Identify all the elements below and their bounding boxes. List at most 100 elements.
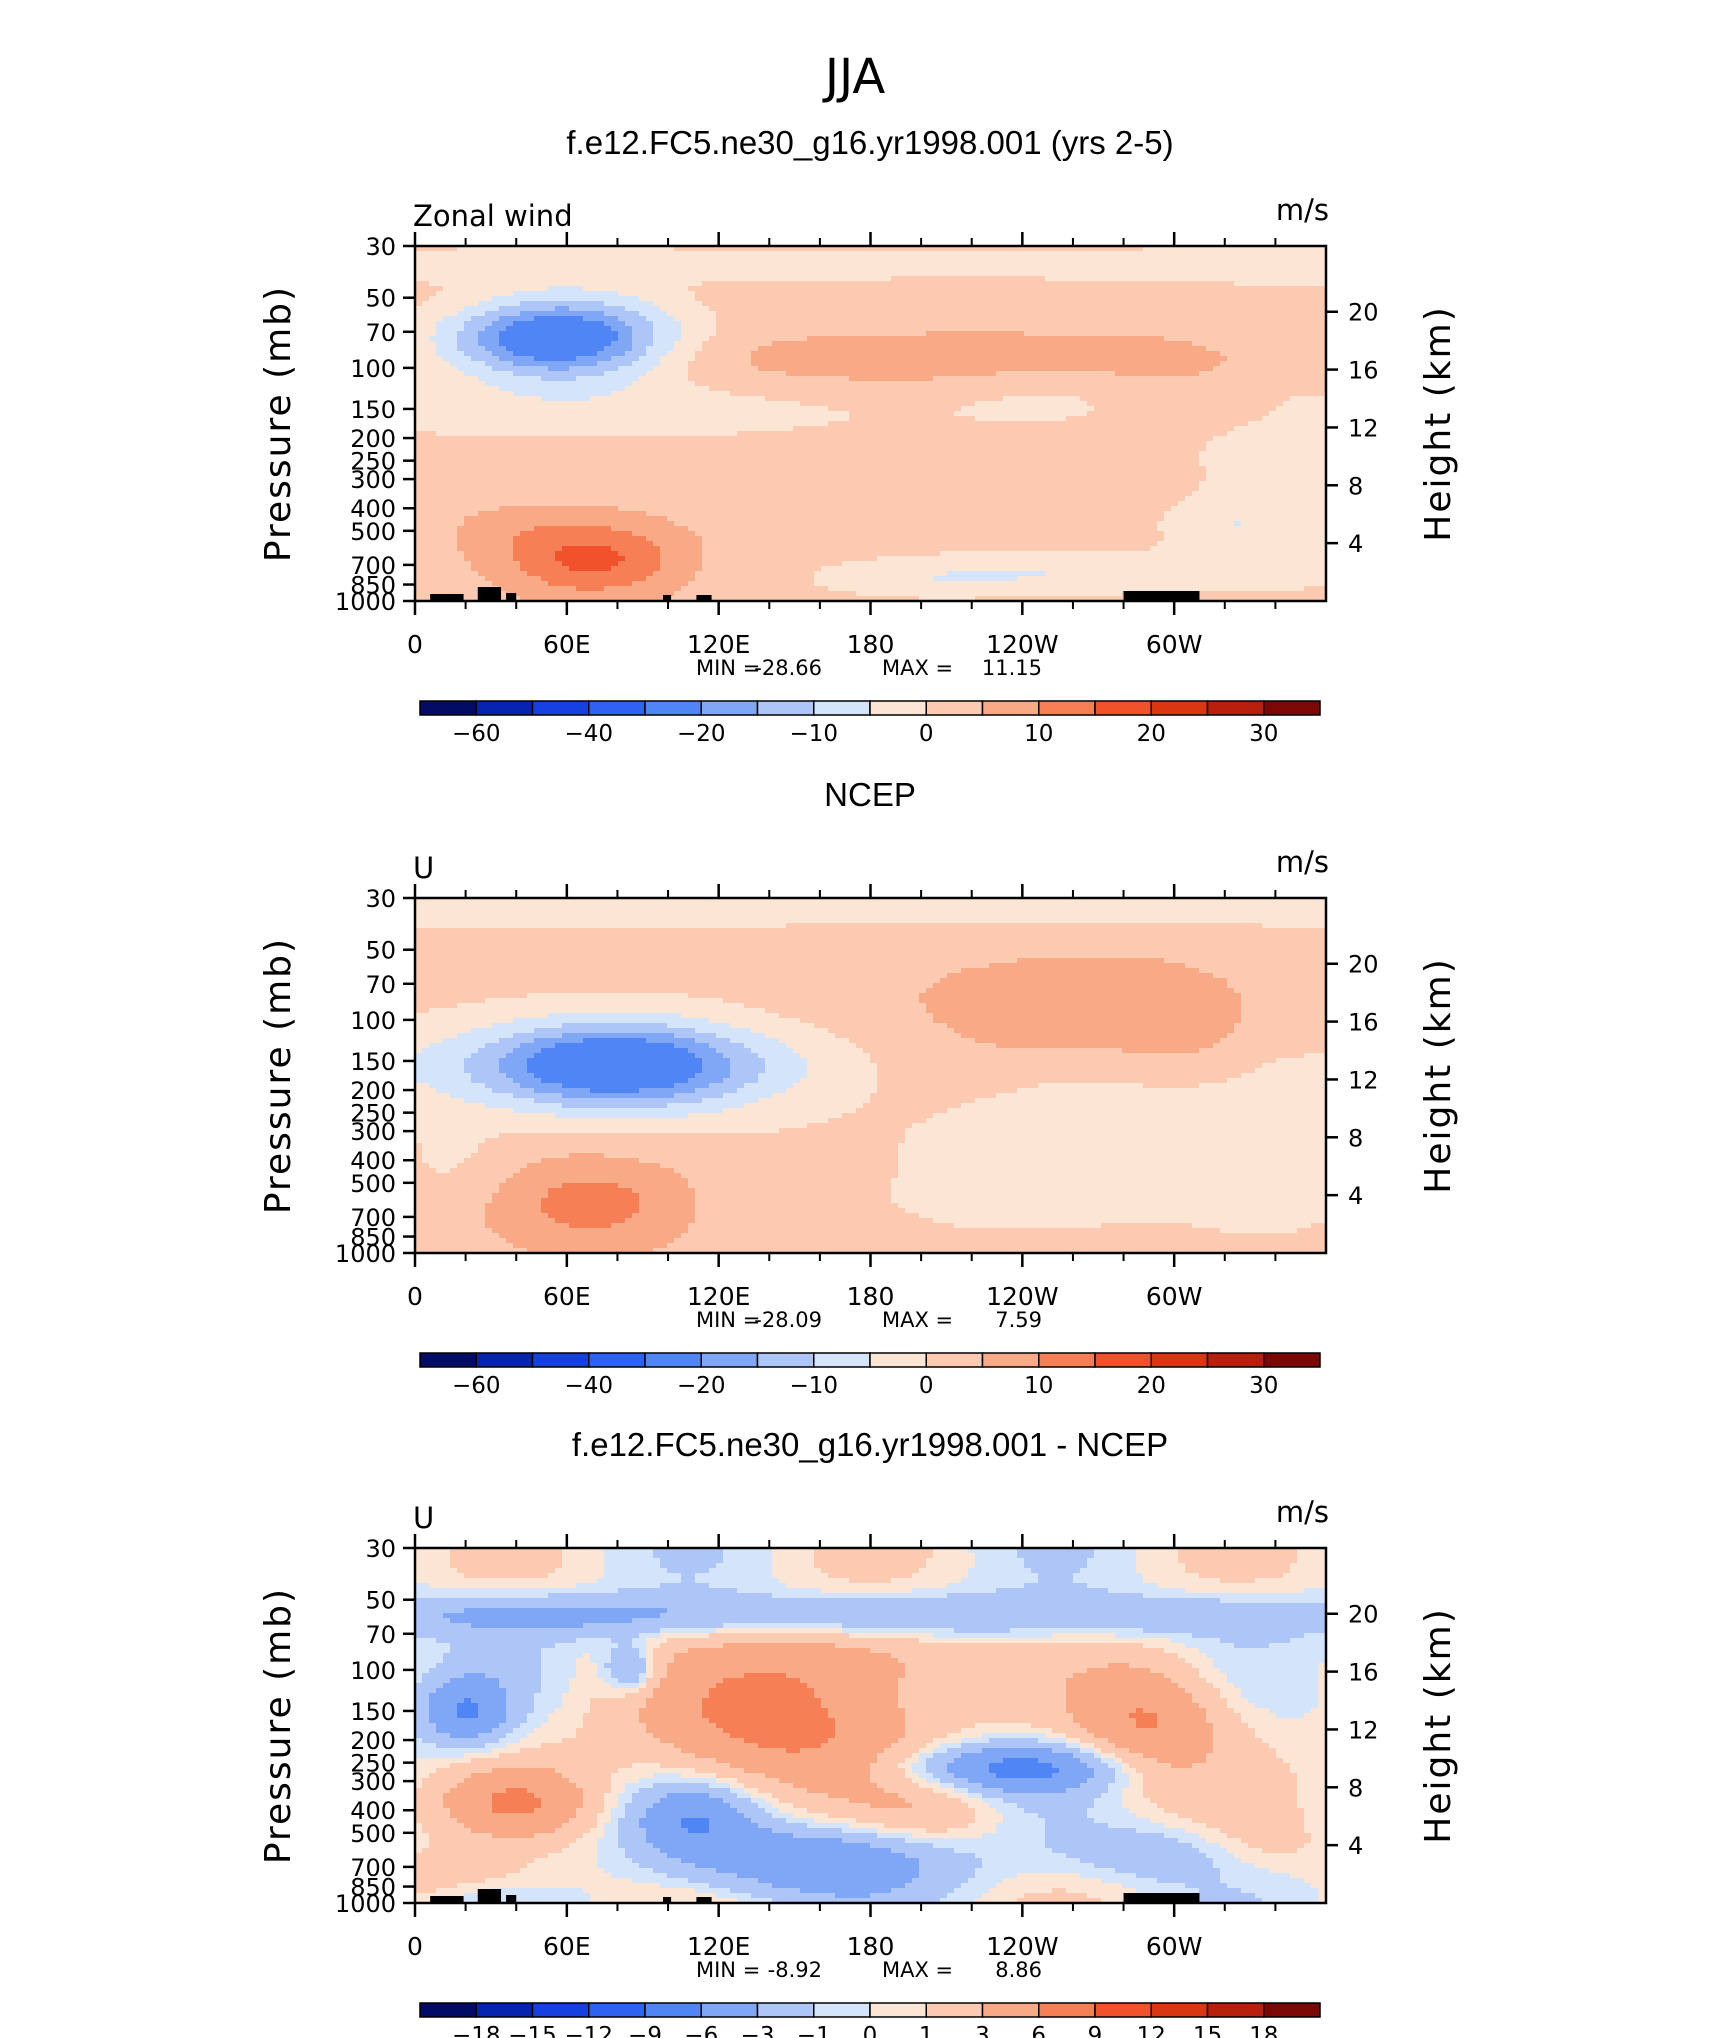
topography [506,593,517,601]
colorbar-label: −1 [797,2023,831,2038]
topography [477,1889,502,1903]
topography [696,595,712,601]
colorbar-box [644,1352,702,1368]
colorbar-box [1206,1352,1265,1368]
panel-3: f.e12.FC5.ne30_g16.yr1998.001 - NCEP U m/s… [258,1426,1459,2038]
colorbar-box [588,1352,646,1368]
min-label: MIN = [696,1958,760,1982]
topography [430,594,464,601]
y-tick-label: 50 [365,937,396,965]
colorbar-box [1038,1352,1096,1368]
colorbar-label: 3 [975,2023,990,2038]
height-tick-label: 20 [1348,1601,1379,1629]
topography [1123,1893,1200,1903]
colorbar-box [475,700,534,716]
x-tick-label: 120E [687,1932,751,1961]
x-tick-label: 60E [543,1282,591,1311]
height-tick-label: 20 [1348,951,1379,979]
x-tick-label: 120E [687,630,751,659]
topography [662,595,672,601]
height-tick-label: 12 [1348,1716,1379,1744]
colorbar-box [644,2002,702,2018]
colorbar-box [1206,700,1265,716]
colorbar-label: −10 [789,1373,838,1399]
colorbar-box [756,2002,815,2018]
colorbar: −18 −15 −12 −9 −6 −3 −1 0 1 3 6 9 12 15 18 [419,2002,1321,2038]
x-tick-label: 120W [986,1282,1058,1311]
colorbar-box [925,1352,984,1368]
colorbar-label: −40 [564,721,613,747]
y-tick-label: 200 [350,1727,396,1755]
colorbar-box [700,2002,759,2018]
x-tick-label: 120E [687,1282,751,1311]
x-tick-label: 60E [543,630,591,659]
y-axis-title: Pressure (mb) [258,285,299,562]
colorbar-box [981,1352,1040,1368]
topography [430,1896,464,1903]
max-value: 7.59 [995,1308,1042,1332]
colorbar-label: −40 [564,1373,613,1399]
y-tick-label: 700 [350,1854,396,1882]
colorbar-label: −20 [677,1373,726,1399]
colorbar-box [1094,1352,1152,1368]
x-tick-label: 60W [1146,1282,1203,1311]
colorbar-box [475,1352,534,1368]
colorbar-label: 10 [1024,721,1053,747]
y-tick-label: 700 [350,552,396,580]
y-tick-label: 850 [350,572,396,600]
colorbar-box [1094,700,1152,716]
y-tick-label: 200 [350,1077,396,1105]
colorbar-label: 0 [919,1373,934,1399]
panel-title: NCEP [824,776,916,813]
colorbar-label: 18 [1249,2023,1278,2038]
y-tick-label: 500 [350,1170,396,1198]
height-tick-label: 4 [1348,1832,1363,1860]
y-tick-label: 400 [350,1797,396,1825]
colorbar-box [531,1352,590,1368]
y-axis-title: Pressure (mb) [258,937,299,1214]
colorbar-label: −15 [508,2023,557,2038]
colorbar-label: 6 [1031,2023,1046,2038]
units-label: m/s [1276,845,1329,879]
y-tick-label: 850 [350,1874,396,1902]
colorbar-label: 15 [1193,2023,1222,2038]
colorbar-label: −60 [452,1373,501,1399]
min-value: -28.66 [754,656,822,680]
colorbar-box [1263,2002,1321,2018]
y-tick-label: 70 [365,971,396,999]
y-tick-label: 1000 [335,588,396,616]
colorbar-box [700,1352,759,1368]
height-tick-label: 16 [1348,1659,1379,1687]
y-tick-label: 250 [350,448,396,476]
y-tick-label: 300 [350,1768,396,1796]
colorbar-box [644,700,702,716]
height-tick-label: 8 [1348,1124,1363,1152]
colorbar-box [475,2002,534,2018]
colorbar-label: −9 [628,2023,662,2038]
x-tick-label: 120W [986,630,1058,659]
colorbar-box [419,700,477,716]
height-tick-label: 12 [1348,414,1379,442]
colorbar-box [813,1352,871,1368]
variable-label: Zonal wind [413,199,573,233]
y-tick-label: 50 [365,285,396,313]
height-tick-label: 12 [1348,1066,1379,1094]
height-tick-label: 16 [1348,357,1379,385]
colorbar-box [869,700,927,716]
x-tick-label: 60W [1146,1932,1203,1961]
topography [662,1897,672,1903]
colorbar-box [1206,2002,1265,2018]
x-tick-label: 180 [847,630,895,659]
colorbar-box [925,2002,984,2018]
colorbar-box [531,700,590,716]
topography [506,1895,517,1903]
colorbar-box [981,700,1040,716]
y-tick-label: 150 [350,1048,396,1076]
x-tick-label: 180 [847,1282,895,1311]
field-fill [415,1548,1326,1903]
height-tick-label: 8 [1348,472,1363,500]
colorbar-label: 0 [863,2023,878,2038]
colorbar-label: −20 [677,721,726,747]
max-label: MAX = [882,1308,953,1332]
colorbar-label: −3 [741,2023,775,2038]
